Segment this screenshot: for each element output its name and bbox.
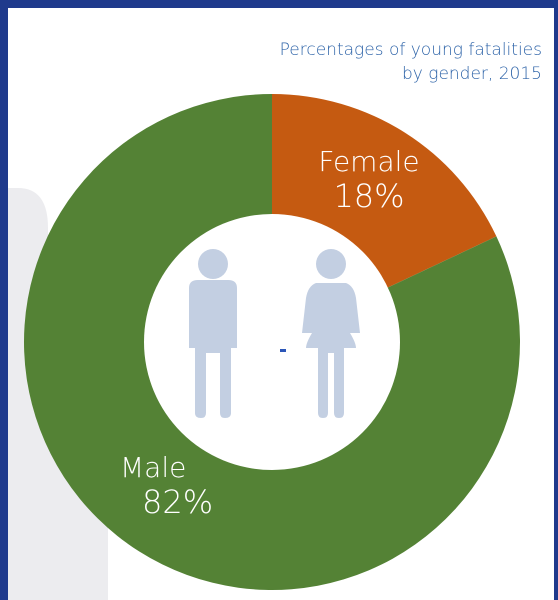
male-slice-label: Male 82% xyxy=(120,451,250,522)
chart-title-line-1: Percentages of young fatalities xyxy=(279,40,542,60)
male-figure-icon xyxy=(189,249,237,418)
male-label-name: Male xyxy=(120,451,187,484)
female-slice-label: Female 18% xyxy=(310,145,428,216)
male-label-value: 82% xyxy=(142,483,214,522)
donut-hole xyxy=(144,214,400,470)
chart-frame: Percentages of young fatalities by gende… xyxy=(8,8,554,600)
center-dot xyxy=(280,349,286,352)
female-label-value: 18% xyxy=(333,177,405,216)
chart-title: Percentages of young fatalities by gende… xyxy=(280,38,542,86)
female-label-name: Female xyxy=(318,145,420,178)
donut-chart xyxy=(23,94,521,591)
female-figure-icon xyxy=(302,249,360,418)
chart-title-line-2: by gender, 2015 xyxy=(401,64,542,84)
